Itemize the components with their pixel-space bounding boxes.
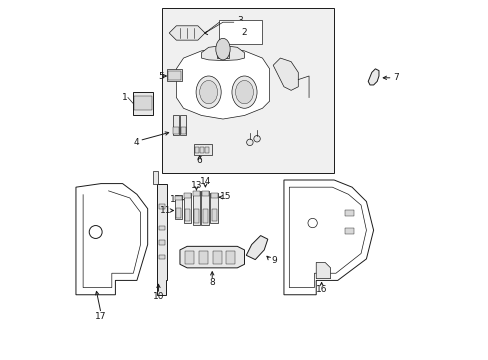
Bar	[202, 210, 208, 223]
Polygon shape	[273, 58, 298, 90]
Bar	[153, 171, 158, 184]
Bar	[200, 147, 203, 153]
Polygon shape	[316, 262, 330, 279]
Bar	[219, 21, 262, 44]
Polygon shape	[156, 184, 167, 295]
Polygon shape	[176, 47, 269, 119]
Bar	[344, 228, 353, 234]
Text: 9: 9	[271, 256, 277, 265]
Ellipse shape	[215, 39, 230, 60]
Bar	[159, 204, 164, 209]
Text: 6: 6	[196, 156, 202, 165]
Bar	[344, 210, 353, 216]
Polygon shape	[76, 184, 147, 295]
Ellipse shape	[231, 76, 257, 108]
Bar	[184, 193, 190, 198]
Polygon shape	[180, 246, 244, 268]
Bar	[185, 251, 194, 264]
Bar	[168, 71, 180, 80]
Bar	[134, 96, 152, 110]
Bar	[180, 116, 186, 135]
Text: 12: 12	[170, 195, 182, 204]
Circle shape	[307, 219, 317, 228]
Text: 13: 13	[190, 181, 202, 190]
Ellipse shape	[196, 76, 221, 108]
Bar	[193, 192, 199, 196]
Polygon shape	[169, 26, 204, 40]
Bar	[226, 251, 235, 264]
Circle shape	[89, 226, 102, 238]
Polygon shape	[367, 69, 378, 85]
Text: 5: 5	[158, 72, 163, 81]
Text: 17: 17	[95, 312, 106, 321]
Bar	[205, 147, 208, 153]
Bar	[175, 208, 181, 218]
Bar	[211, 209, 217, 221]
Circle shape	[246, 139, 253, 145]
Bar	[167, 69, 182, 81]
Bar	[174, 195, 182, 220]
Ellipse shape	[199, 81, 217, 104]
Bar	[211, 193, 217, 198]
Text: 2: 2	[241, 28, 246, 37]
Text: 10: 10	[152, 292, 164, 301]
Ellipse shape	[235, 81, 253, 104]
Text: 4: 4	[133, 138, 139, 147]
Bar	[194, 144, 212, 155]
Text: 16: 16	[315, 285, 326, 294]
Bar	[195, 147, 199, 153]
Bar	[162, 8, 333, 173]
Bar	[172, 116, 179, 135]
Bar	[212, 251, 221, 264]
Bar	[180, 127, 185, 134]
Bar	[173, 127, 178, 134]
Text: 11: 11	[159, 206, 171, 215]
Bar	[210, 193, 218, 223]
Bar	[159, 226, 164, 230]
Bar	[133, 92, 153, 116]
Bar	[175, 196, 182, 201]
Text: 7: 7	[392, 73, 398, 82]
Bar	[193, 210, 199, 223]
Text: 15: 15	[220, 192, 231, 201]
Bar	[216, 47, 229, 58]
Bar	[159, 255, 164, 259]
Polygon shape	[246, 235, 267, 260]
Polygon shape	[284, 180, 373, 295]
Bar	[184, 209, 190, 221]
Text: 3: 3	[237, 16, 243, 25]
Bar	[199, 251, 207, 264]
Text: 8: 8	[209, 278, 215, 287]
Polygon shape	[201, 45, 244, 60]
Text: 14: 14	[199, 177, 211, 186]
Bar	[183, 193, 191, 223]
Bar	[202, 192, 208, 196]
Bar	[192, 191, 200, 225]
Circle shape	[253, 135, 260, 142]
Bar	[159, 240, 164, 244]
Text: 1: 1	[122, 93, 128, 102]
Bar	[201, 191, 209, 225]
